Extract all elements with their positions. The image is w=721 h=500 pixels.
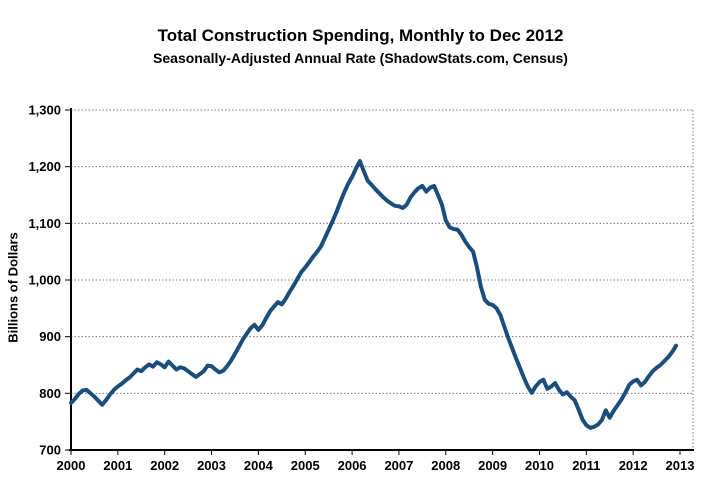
x-tick-label: 2012 [619,458,648,473]
x-tick-label: 2002 [150,458,179,473]
x-tick-label: 2000 [57,458,86,473]
x-tick-label: 2006 [338,458,367,473]
x-tick-label: 2009 [478,458,507,473]
x-tick-label: 2005 [291,458,320,473]
y-tick-label: 1,100 [28,216,61,231]
y-axis-label: Billions of Dollars [5,232,21,343]
x-tick-label: 2003 [197,458,226,473]
y-tick-label: 800 [39,386,61,401]
y-tick-label: 900 [39,329,61,344]
y-tick-label: 1,000 [28,273,61,288]
y-tick-label: 700 [39,443,61,458]
x-tick-label: 2010 [525,458,554,473]
x-tick-label: 2001 [103,458,132,473]
y-tick-label: 1,200 [28,159,61,174]
chart-subtitle: Seasonally-Adjusted Annual Rate (ShadowS… [153,50,568,66]
data-line-construction-spending [69,159,679,430]
x-tick-label: 2007 [384,458,413,473]
x-tick-label: 2013 [666,458,695,473]
x-tick-label: 2011 [572,458,600,473]
x-tick-label: 2008 [431,458,460,473]
x-tick-label: 2004 [244,458,274,473]
chart-title: Total Construction Spending, Monthly to … [157,26,564,45]
y-tick-label: 1,300 [28,103,61,118]
